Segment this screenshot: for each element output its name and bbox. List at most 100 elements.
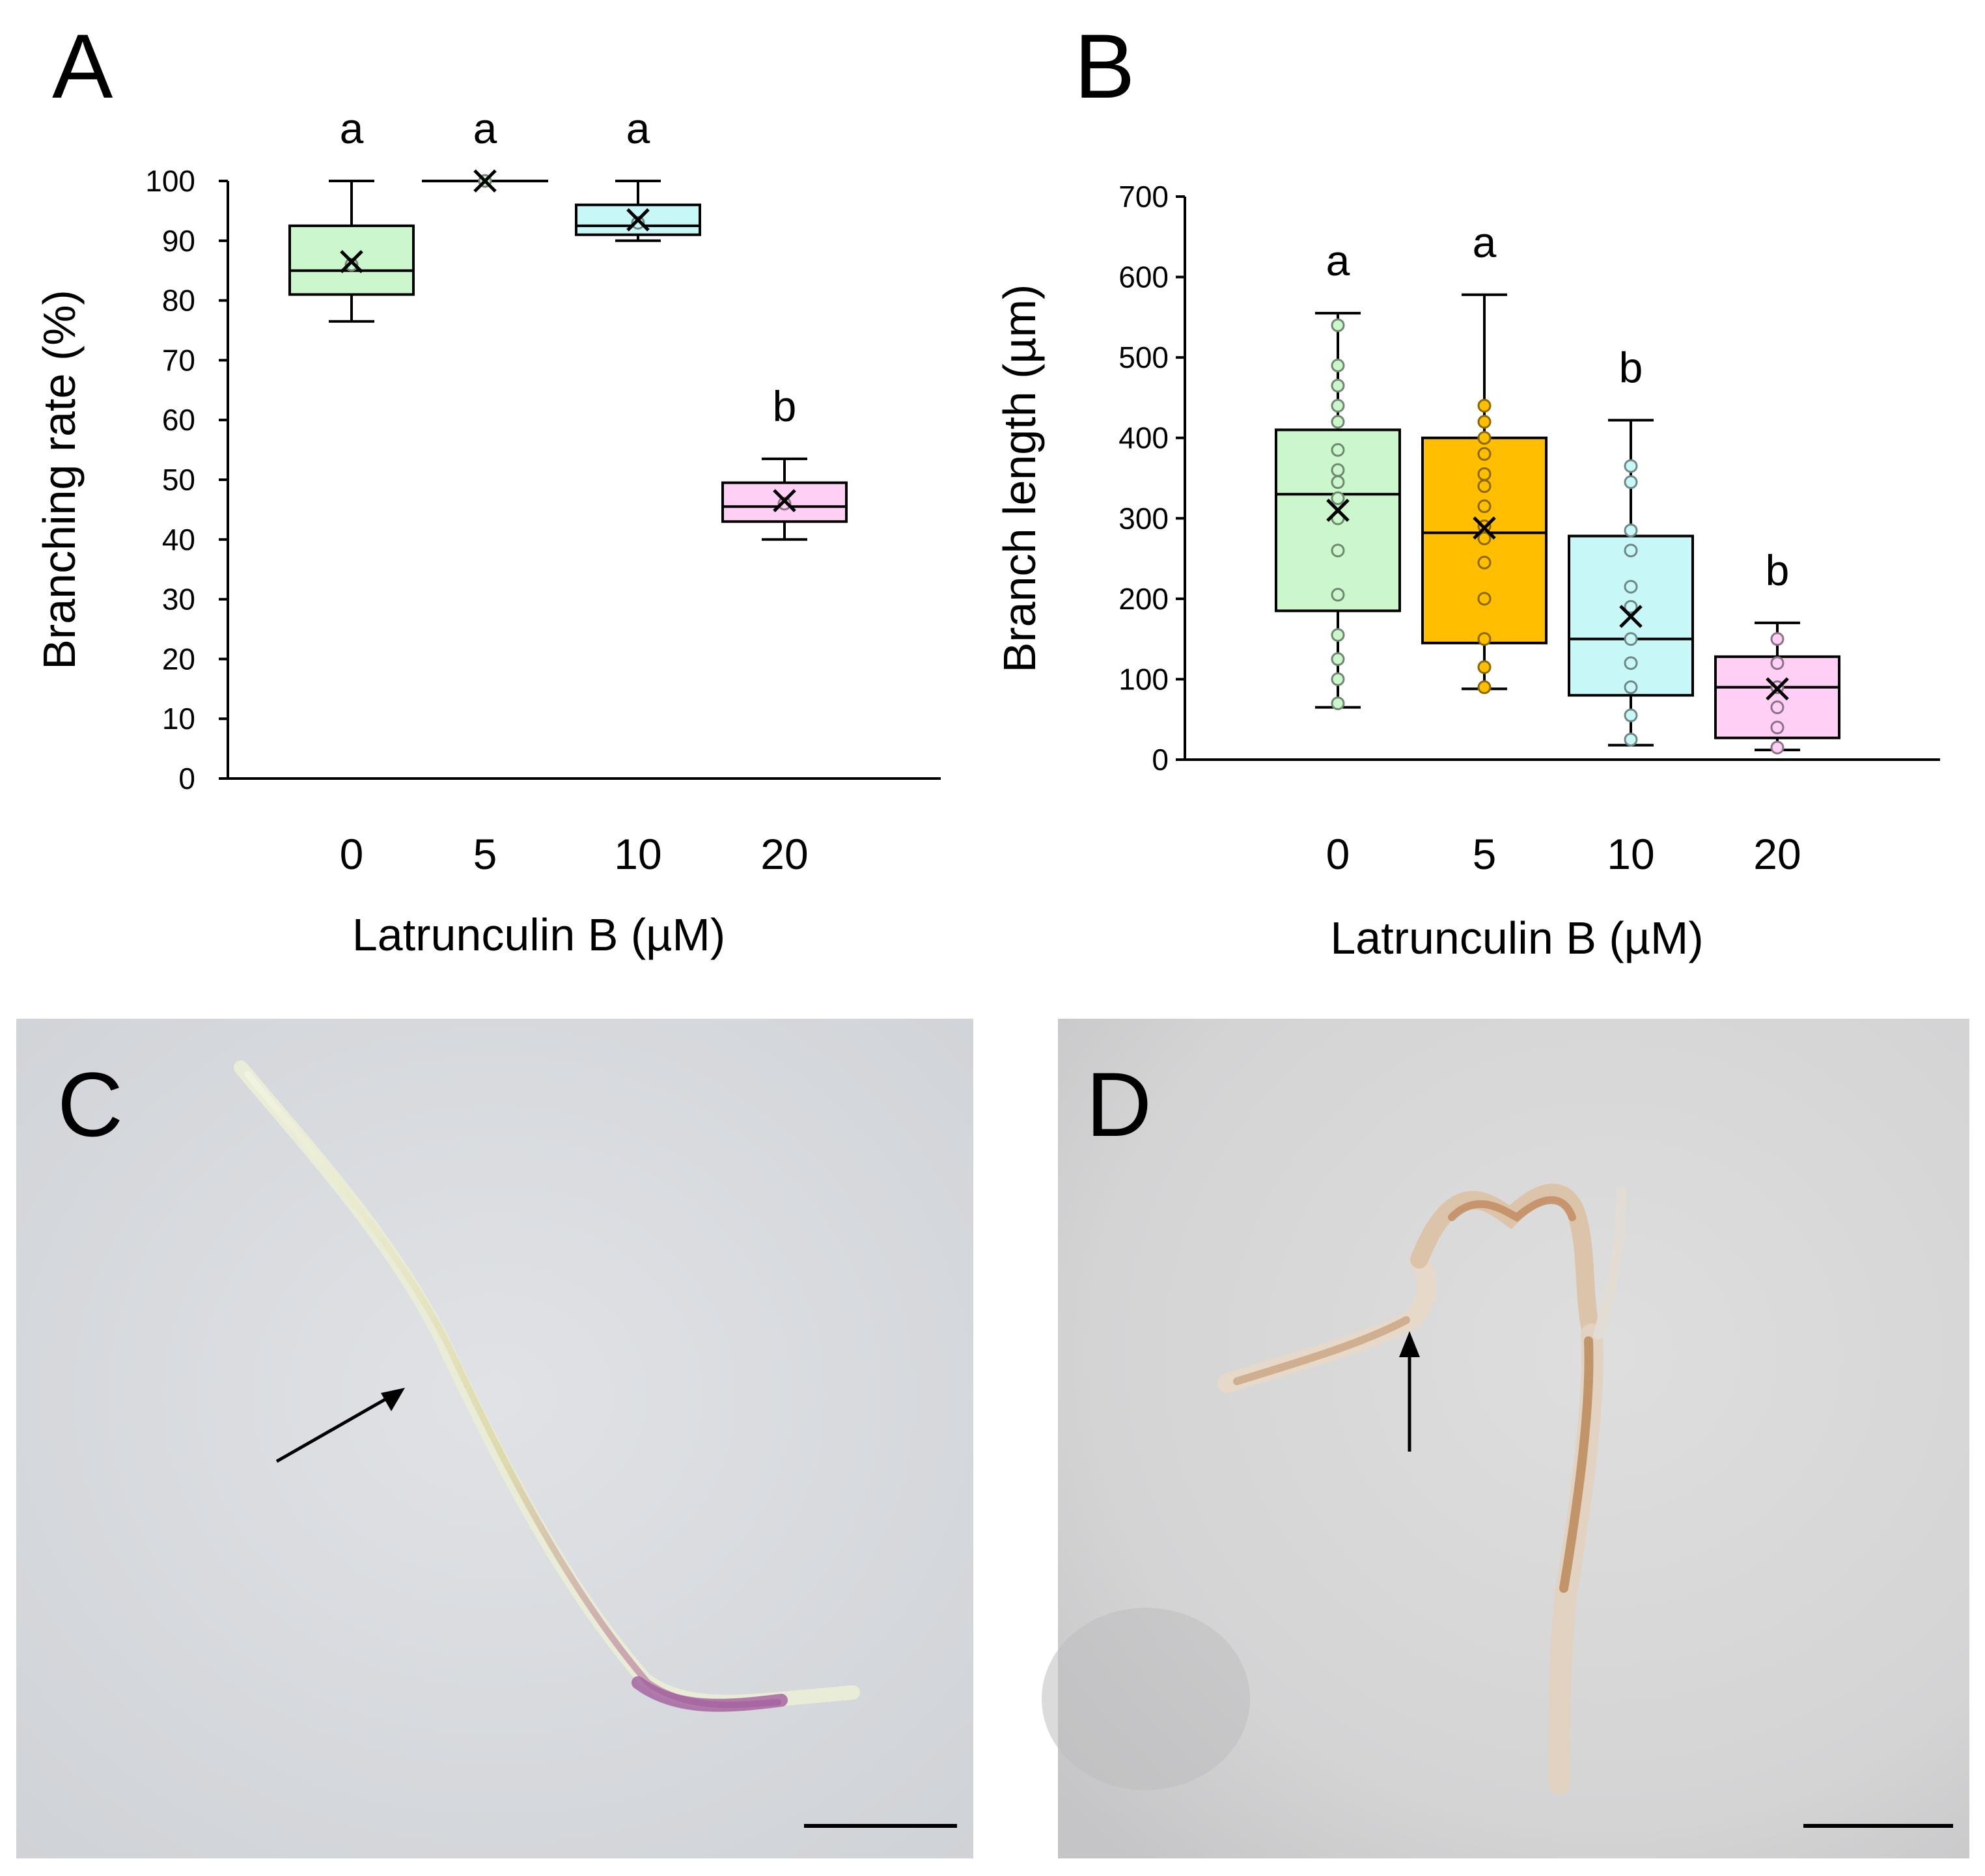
chart-b-mean-marker — [1619, 605, 1643, 628]
micrograph-d-hypha-branch — [1593, 1186, 1626, 1340]
chart-b-y-tick-label: 0 — [1152, 743, 1169, 777]
chart-b-data-point — [1477, 555, 1492, 570]
chart-a-y-tick-label: 0 — [178, 762, 195, 795]
micrograph-d-hypha-left-core — [1233, 1316, 1410, 1385]
chart-b-data-point — [1331, 475, 1345, 490]
chart-b-data-point — [1477, 680, 1492, 695]
chart-b-category-label: 10 — [1607, 830, 1654, 878]
chart-a-box-0: a — [288, 104, 415, 323]
chart-b-data-point — [1331, 318, 1345, 333]
chart-b-category-label: 20 — [1753, 830, 1801, 878]
chart-b-box-0: a — [1275, 236, 1401, 710]
chart-b-data-point — [1331, 378, 1345, 393]
chart-a-significance-letter: a — [626, 104, 650, 152]
chart-a-y-tick-label: 80 — [162, 284, 195, 318]
chart-a-mean-marker — [626, 208, 650, 232]
chart-b-data-point — [1331, 398, 1345, 413]
chart-b-data-point — [1477, 660, 1492, 674]
micrograph-d: D — [1042, 1019, 1969, 1858]
chart-a-significance-letter: a — [473, 104, 497, 152]
chart-b-y-tick-label: 200 — [1118, 582, 1169, 616]
chart-b-y-tick-label: 700 — [1118, 180, 1169, 214]
micrograph-d-shadow — [1042, 1608, 1250, 1790]
chart-b-data-point — [1331, 491, 1345, 505]
chart-a-y-tick-label: 60 — [162, 403, 195, 437]
panel-letter-b: B — [1074, 15, 1135, 117]
chart-b-data-point — [1624, 732, 1638, 747]
chart-b-data-point — [1624, 579, 1638, 594]
chart-a-box-body — [575, 203, 701, 236]
chart-b-mean-marker — [1326, 499, 1350, 522]
panel-letter-d: D — [1086, 1053, 1152, 1155]
chart-a-y-axis-label: Branching rate (%) — [34, 290, 85, 670]
chart-a-mean-marker — [473, 169, 497, 193]
chart-b-data-point — [1477, 592, 1492, 606]
micrograph-c: C — [16, 1019, 973, 1858]
micrograph-d-hypha-main-core — [1559, 1336, 1594, 1593]
chart-a-category-label: 20 — [760, 830, 808, 878]
chart-a-box-5: a — [422, 104, 548, 193]
chart-b-data-point — [1331, 672, 1345, 686]
chart-a-mean-marker — [773, 489, 796, 512]
chart-b-data-point — [1624, 523, 1638, 538]
chart-b-data-point — [1624, 656, 1638, 670]
chart-b-significance-letter: b — [1766, 546, 1790, 594]
micrograph-d-arrow-head — [1399, 1331, 1420, 1357]
chart-b-y-tick-label: 100 — [1118, 662, 1169, 696]
chart-b-data-point — [1624, 544, 1638, 558]
chart-b-data-point — [1770, 721, 1784, 735]
chart-b-data-point — [1331, 415, 1345, 429]
chart-b-mean-marker — [1473, 516, 1496, 540]
chart-b-x-axis-label: Latrunculin B (µM) — [1330, 913, 1703, 963]
chart-b-data-point — [1477, 467, 1492, 481]
chart-b-y-axis-label: Branch length (µm) — [994, 284, 1045, 673]
chart-b-data-point — [1477, 632, 1492, 646]
chart-b-data-point — [1331, 544, 1345, 558]
chart-b-data-point — [1770, 700, 1784, 715]
chart-b-data-point — [1770, 740, 1784, 754]
chart-b-data-point — [1477, 447, 1492, 461]
chart-b-category-label: 0 — [1326, 830, 1350, 878]
micrograph-d-hypha-top — [1410, 1183, 1601, 1344]
chart-a-y-tick-label: 90 — [162, 224, 195, 258]
chart-b-data-point — [1624, 475, 1638, 490]
micrograph-d-hypha-top-core — [1448, 1196, 1576, 1222]
chart-b-data-point — [1624, 600, 1638, 614]
chart-b-data-point — [1477, 431, 1492, 445]
chart-b-y-tick-label: 500 — [1118, 340, 1169, 374]
chart-b-category-label: 5 — [1473, 830, 1497, 878]
chart-a-y-tick-label: 10 — [162, 702, 195, 736]
chart-b-data-point — [1770, 632, 1784, 646]
chart-b-data-point — [1331, 359, 1345, 372]
panel-letter-c: C — [57, 1053, 123, 1155]
chart-a-y-tick-label: 100 — [145, 164, 195, 198]
chart-a-y-tick-label: 30 — [162, 583, 195, 616]
chart-a-y-tick-label: 20 — [162, 642, 195, 676]
chart-a-box-body — [288, 224, 415, 296]
chart-b-data-point — [1331, 463, 1345, 477]
chart-b-data-point — [1624, 680, 1638, 695]
chart-a-data-point — [631, 215, 645, 230]
chart-b-box-20: b — [1714, 546, 1840, 754]
chart-a-box-10: a — [575, 104, 701, 242]
chart-b-data-point — [1477, 398, 1492, 413]
chart-b-y-tick-label: 400 — [1118, 421, 1169, 455]
chart-a-y-tick-label: 40 — [162, 523, 195, 557]
chart-b-data-point — [1624, 708, 1638, 723]
chart-a-x-axis-label: Latrunculin B (µM) — [352, 909, 725, 960]
chart-b-data-point — [1477, 499, 1492, 514]
micrograph-c-hypha-tip — [632, 1676, 788, 1712]
panel-letter-a: A — [52, 15, 113, 117]
micrograph-c-arrow-head — [381, 1388, 405, 1411]
chart-a-category-label: 10 — [614, 830, 661, 878]
chart-b-mean-marker — [1766, 677, 1789, 701]
chart-b-data-point — [1477, 415, 1492, 429]
chart-b-data-point — [1624, 632, 1638, 646]
chart-b-data-point — [1477, 479, 1492, 493]
chart-b-box-5: a — [1421, 218, 1548, 695]
chart-a-y-tick-label: 50 — [162, 463, 195, 497]
chart-b-data-point — [1331, 628, 1345, 642]
chart-a-box-20: b — [721, 382, 848, 541]
